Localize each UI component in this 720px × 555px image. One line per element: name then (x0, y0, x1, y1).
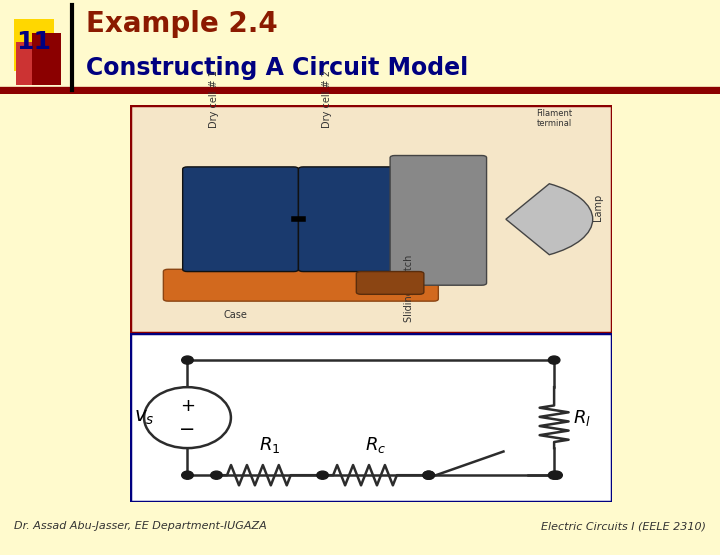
FancyBboxPatch shape (299, 167, 400, 271)
Text: Sliding switch: Sliding switch (405, 254, 415, 322)
FancyBboxPatch shape (183, 167, 299, 271)
Text: Dry cell # 1: Dry cell # 1 (209, 70, 219, 128)
Text: −: − (179, 420, 196, 439)
Text: Filament
terminal: Filament terminal (536, 109, 572, 128)
Text: $R_l$: $R_l$ (573, 407, 591, 428)
Circle shape (549, 356, 560, 364)
Circle shape (211, 471, 222, 480)
Text: $R_1$: $R_1$ (258, 435, 280, 455)
Text: Constructing A Circuit Model: Constructing A Circuit Model (86, 56, 469, 80)
Circle shape (551, 471, 562, 480)
Text: $v_s$: $v_s$ (134, 408, 154, 427)
FancyBboxPatch shape (390, 155, 487, 285)
Circle shape (181, 356, 193, 364)
FancyBboxPatch shape (163, 269, 438, 301)
FancyBboxPatch shape (356, 271, 424, 294)
Text: $R_c$: $R_c$ (365, 435, 386, 455)
FancyBboxPatch shape (32, 33, 61, 85)
Text: Example 2.4: Example 2.4 (86, 9, 278, 38)
Text: Electric Circuits I (EELE 2310): Electric Circuits I (EELE 2310) (541, 521, 706, 531)
Circle shape (144, 387, 231, 448)
Circle shape (423, 471, 434, 480)
Circle shape (181, 471, 193, 480)
Circle shape (549, 471, 560, 480)
FancyBboxPatch shape (130, 105, 612, 333)
Text: Dr. Assad Abu-Jasser, EE Department-IUGAZA: Dr. Assad Abu-Jasser, EE Department-IUGA… (14, 521, 267, 531)
Text: Lamp: Lamp (593, 194, 603, 221)
Circle shape (317, 471, 328, 480)
Text: Dry cell # 2: Dry cell # 2 (323, 70, 333, 128)
Circle shape (423, 471, 434, 480)
Text: 11: 11 (16, 31, 51, 54)
FancyBboxPatch shape (130, 333, 612, 502)
Wedge shape (506, 184, 593, 255)
Text: +: + (180, 397, 195, 415)
FancyBboxPatch shape (16, 42, 37, 85)
Text: Case: Case (224, 310, 248, 320)
FancyBboxPatch shape (14, 19, 54, 71)
